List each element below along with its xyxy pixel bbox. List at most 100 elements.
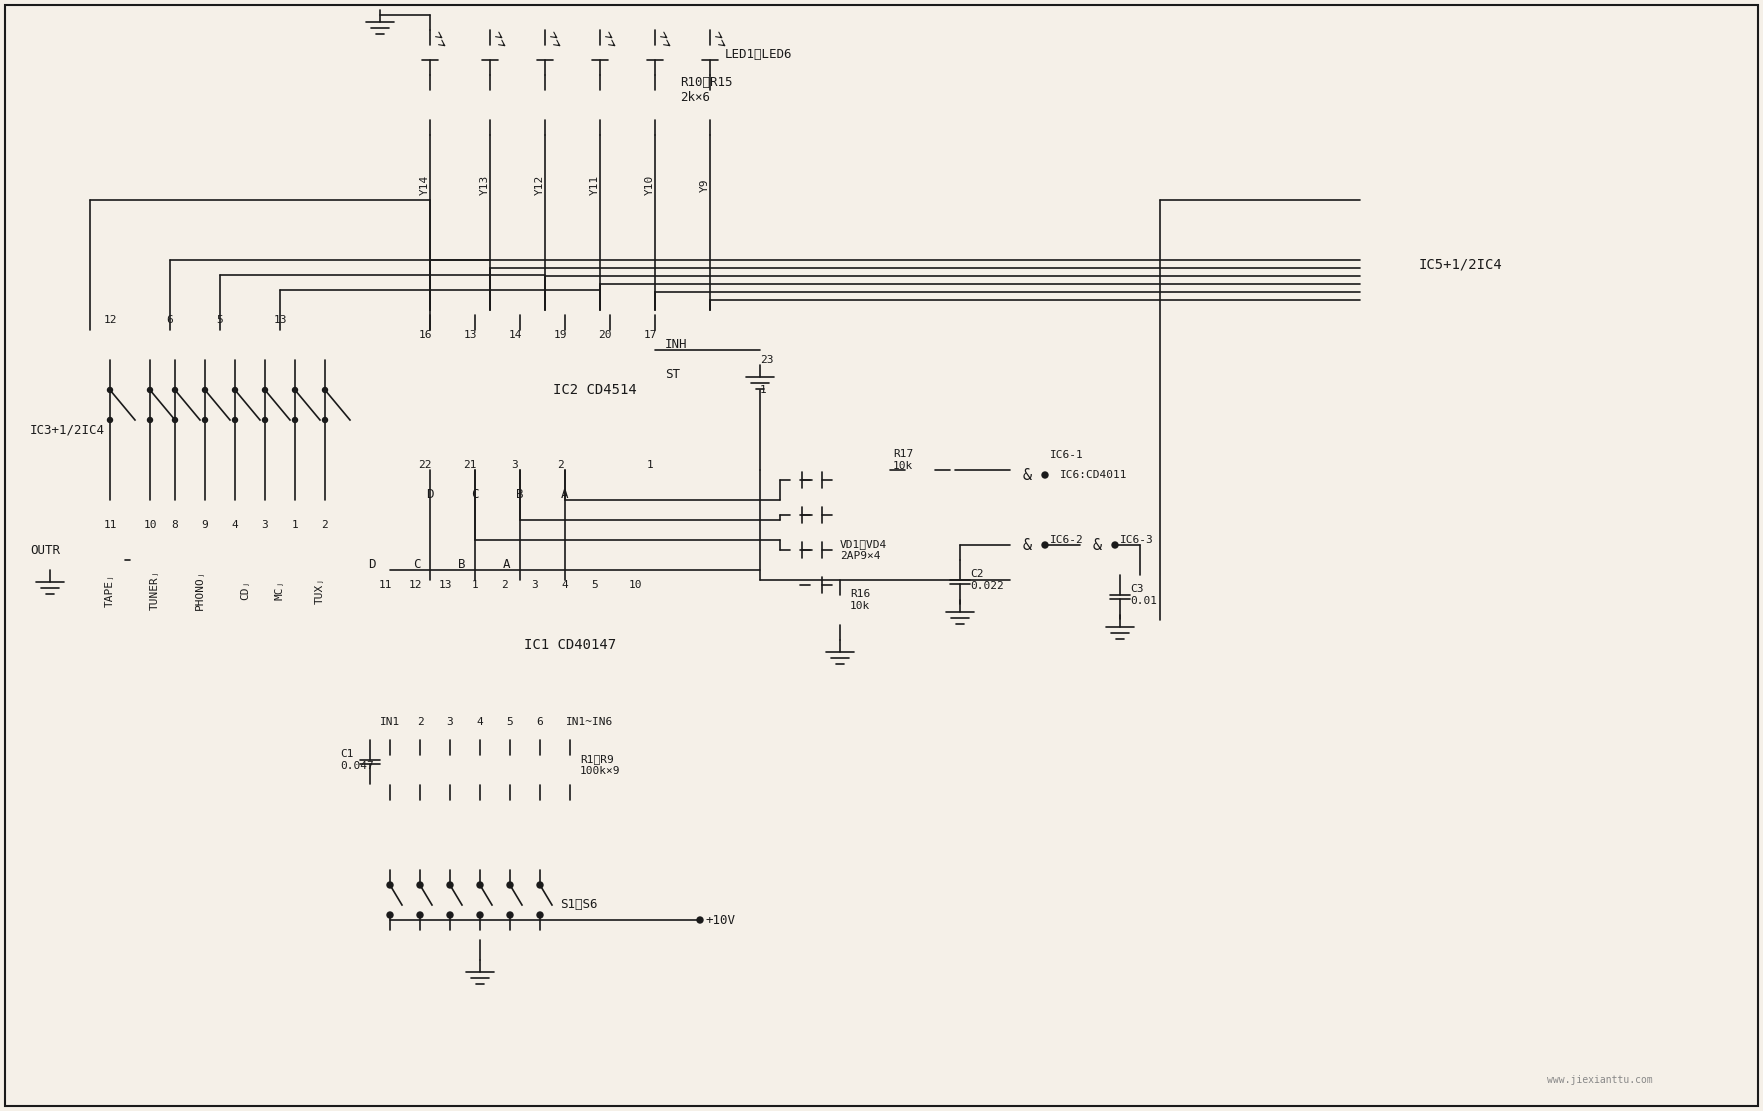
- Text: 1: 1: [291, 520, 298, 530]
- Text: 6: 6: [536, 717, 543, 727]
- Circle shape: [478, 912, 483, 918]
- Text: 20: 20: [598, 330, 612, 340]
- Text: B: B: [517, 489, 524, 501]
- Text: A: A: [561, 489, 569, 501]
- Text: 19: 19: [554, 330, 566, 340]
- Text: VD1～VD4
2AP9×4: VD1～VD4 2AP9×4: [839, 539, 887, 561]
- Circle shape: [538, 912, 543, 918]
- Polygon shape: [790, 542, 802, 558]
- Text: IN1~IN6: IN1~IN6: [566, 717, 614, 727]
- Bar: [538, 90, 554, 120]
- Circle shape: [148, 418, 153, 422]
- Bar: [702, 90, 718, 120]
- Text: www.jiexianttu.com: www.jiexianttu.com: [1548, 1075, 1654, 1085]
- Text: 13: 13: [273, 316, 287, 326]
- Text: C1
0.047: C1 0.047: [340, 749, 374, 771]
- Circle shape: [263, 388, 268, 392]
- Circle shape: [538, 882, 543, 888]
- Text: 5: 5: [506, 717, 513, 727]
- Bar: [592, 90, 608, 120]
- Text: TUXⱼ: TUXⱼ: [316, 577, 324, 603]
- Text: IC6:CD4011: IC6:CD4011: [1060, 470, 1128, 480]
- Text: 16: 16: [418, 330, 432, 340]
- Text: IC1 CD40147: IC1 CD40147: [524, 638, 615, 652]
- Text: IC6-3: IC6-3: [1120, 536, 1153, 546]
- Text: Y11: Y11: [591, 174, 599, 196]
- Bar: [443, 755, 458, 785]
- Text: C: C: [413, 559, 421, 571]
- Text: 4: 4: [562, 580, 568, 590]
- Circle shape: [108, 388, 113, 392]
- Polygon shape: [592, 46, 608, 60]
- Text: &: &: [1023, 538, 1031, 552]
- Text: 1: 1: [647, 460, 654, 470]
- Circle shape: [203, 388, 208, 392]
- Polygon shape: [809, 507, 822, 523]
- Text: 5: 5: [592, 580, 598, 590]
- Text: 11: 11: [379, 580, 391, 590]
- Circle shape: [173, 388, 178, 392]
- Circle shape: [148, 388, 153, 392]
- Bar: [1010, 460, 1045, 490]
- Bar: [1010, 530, 1045, 560]
- Text: 10: 10: [143, 520, 157, 530]
- Text: 2: 2: [557, 460, 564, 470]
- Circle shape: [448, 912, 453, 918]
- Text: R1～R9
100k×9: R1～R9 100k×9: [580, 754, 621, 775]
- Polygon shape: [809, 472, 822, 488]
- Text: 8: 8: [171, 520, 178, 530]
- Text: B: B: [458, 559, 465, 571]
- Bar: [647, 90, 663, 120]
- Text: 4: 4: [476, 717, 483, 727]
- Text: CDⱼ: CDⱼ: [240, 580, 250, 600]
- Circle shape: [448, 882, 453, 888]
- Text: R16
10k: R16 10k: [850, 589, 871, 611]
- Text: C2
0.022: C2 0.022: [970, 569, 1003, 591]
- Text: Y9: Y9: [700, 178, 710, 192]
- Bar: [472, 755, 488, 785]
- Text: ST: ST: [665, 369, 681, 381]
- Text: PHONOⱼ: PHONOⱼ: [196, 570, 205, 610]
- Text: 2: 2: [321, 520, 328, 530]
- Bar: [430, 330, 760, 470]
- Text: 11: 11: [104, 520, 116, 530]
- Text: 3: 3: [532, 580, 538, 590]
- Bar: [904, 462, 934, 478]
- Circle shape: [263, 418, 268, 422]
- Text: LED1～LED6: LED1～LED6: [725, 49, 793, 61]
- Text: 12: 12: [409, 580, 421, 590]
- Text: IC5+1/2IC4: IC5+1/2IC4: [1417, 258, 1502, 272]
- Bar: [481, 90, 497, 120]
- Text: 22: 22: [418, 460, 432, 470]
- Text: 17: 17: [643, 330, 658, 340]
- Text: Y10: Y10: [645, 174, 656, 196]
- Text: 3: 3: [511, 460, 518, 470]
- Bar: [1359, 200, 1560, 330]
- Circle shape: [1112, 542, 1118, 548]
- Polygon shape: [809, 542, 822, 558]
- Bar: [383, 755, 398, 785]
- Circle shape: [418, 912, 423, 918]
- Text: IC2 CD4514: IC2 CD4514: [554, 383, 636, 397]
- Text: INH: INH: [665, 339, 688, 351]
- Text: 1: 1: [472, 580, 478, 590]
- Text: 2: 2: [416, 717, 423, 727]
- Bar: [832, 595, 848, 625]
- Text: 4: 4: [231, 520, 238, 530]
- Text: 1: 1: [760, 386, 767, 396]
- Text: 9: 9: [201, 520, 208, 530]
- Polygon shape: [647, 46, 663, 60]
- Circle shape: [108, 418, 113, 422]
- Text: 2: 2: [502, 580, 508, 590]
- Circle shape: [233, 388, 238, 392]
- Circle shape: [388, 882, 393, 888]
- Text: TAPEⱼ: TAPEⱼ: [106, 573, 115, 607]
- Text: 14: 14: [508, 330, 522, 340]
- Text: 6: 6: [167, 316, 173, 326]
- Text: OUTR: OUTR: [30, 543, 60, 557]
- Text: Y12: Y12: [534, 174, 545, 196]
- Polygon shape: [790, 507, 802, 523]
- Text: 10: 10: [628, 580, 642, 590]
- Polygon shape: [538, 46, 554, 60]
- Circle shape: [323, 418, 328, 422]
